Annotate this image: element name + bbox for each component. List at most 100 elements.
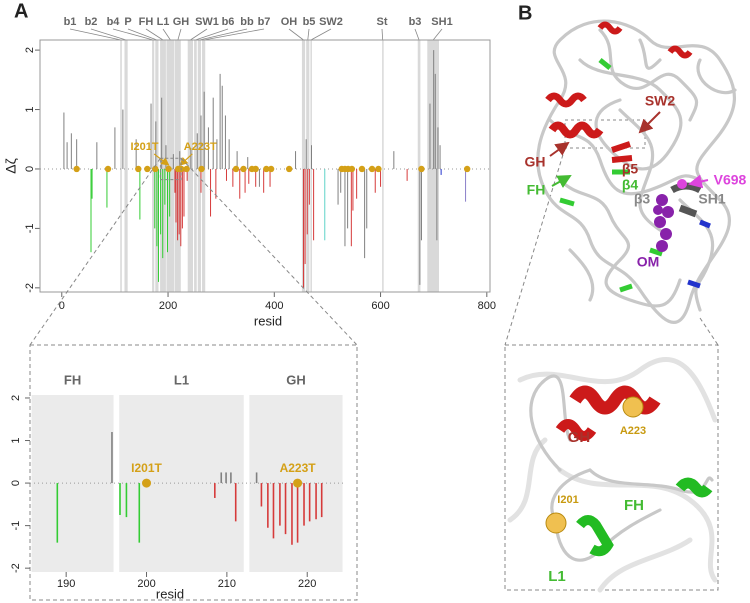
region — [155, 40, 159, 292]
mutation-marker — [135, 165, 142, 173]
mutation-marker — [152, 165, 159, 173]
y-tick-label: -1 — [10, 521, 22, 531]
region-label: GH — [286, 372, 306, 387]
zoom-label: L1 — [548, 568, 566, 585]
mutation-marker — [368, 165, 376, 173]
annotation: A223T — [280, 461, 317, 475]
y-tick-label: 0 — [10, 480, 22, 486]
region — [166, 40, 175, 292]
zoom-label: A223 — [620, 425, 646, 437]
x-tick-label: 800 — [478, 300, 496, 312]
mutation-marker — [144, 165, 151, 173]
v698 — [677, 179, 687, 189]
structure-label: SW2 — [645, 93, 676, 109]
region — [124, 40, 128, 292]
arrow — [688, 174, 709, 189]
mutation-marker — [463, 165, 471, 173]
fh-helix — [675, 477, 713, 498]
x-axis-label: resid — [156, 586, 184, 601]
annotation: I201T — [131, 461, 162, 475]
x-axis-label: resid — [254, 313, 282, 328]
sh1-helix — [670, 182, 702, 218]
zoom-connector — [29, 157, 161, 346]
x-tick-label: 400 — [265, 300, 283, 312]
region-connector — [177, 28, 182, 41]
structure-label: OM — [637, 254, 660, 270]
region — [119, 395, 244, 572]
x-tick-label: 220 — [298, 578, 316, 590]
helix — [545, 92, 587, 108]
region-connector — [307, 28, 310, 41]
zoom-label: FH — [624, 497, 644, 514]
plot-frame — [39, 39, 491, 293]
region-label: P — [124, 16, 131, 28]
zoom-frame — [29, 344, 358, 601]
helix — [597, 21, 623, 35]
gh-helix — [555, 419, 597, 441]
mutation-marker — [104, 165, 112, 173]
y-tick-label: 0 — [24, 166, 36, 172]
mutation-marker — [293, 478, 303, 488]
helix — [548, 121, 604, 139]
region-connector — [414, 28, 420, 41]
l1-loop — [576, 515, 614, 557]
region — [197, 40, 201, 292]
region-label: SH1 — [431, 16, 452, 28]
x-tick-label: 200 — [159, 300, 177, 312]
x-tick-label: 0 — [59, 300, 65, 312]
zoom-connector — [504, 147, 566, 346]
y-tick-label: -2 — [24, 283, 36, 293]
strand — [687, 219, 711, 289]
region-label: OH — [281, 16, 298, 28]
region-connector — [195, 28, 229, 41]
mutation-marker — [165, 165, 172, 173]
region-connector — [112, 28, 154, 41]
region-label: SW2 — [319, 16, 343, 28]
y-tick-label: 2 — [24, 47, 36, 53]
region-label: FH — [64, 372, 81, 387]
mutation-marker — [198, 165, 205, 173]
zoom-box — [159, 157, 182, 181]
region-label: GH — [173, 16, 190, 28]
mutation-marker — [183, 165, 190, 173]
region-connector — [203, 28, 265, 41]
structure-label: β5 — [622, 161, 639, 177]
region-label: bb — [240, 16, 254, 28]
region — [427, 40, 439, 292]
structure-label: β4 — [622, 177, 639, 193]
backbone — [618, 108, 662, 232]
region-connector — [381, 28, 384, 41]
mutation-marker — [348, 165, 356, 173]
backbone — [678, 198, 715, 312]
region-connector — [90, 28, 127, 41]
annotation: I201T — [131, 141, 159, 153]
region-label: b4 — [107, 16, 121, 28]
structure-label: FH — [527, 182, 546, 198]
annotation-arrow — [153, 153, 170, 166]
mutation-marker — [418, 165, 425, 173]
region-connector — [162, 28, 171, 41]
mutation-marker — [252, 165, 259, 173]
protein-structure — [536, 19, 737, 324]
structure-label: SH1 — [698, 191, 725, 207]
backbone — [529, 374, 714, 562]
region — [382, 40, 384, 292]
y-tick-label: 1 — [10, 437, 22, 443]
region-label: L1 — [174, 372, 189, 387]
region-connector — [190, 28, 208, 41]
y-tick-label: 1 — [24, 106, 36, 112]
helix — [667, 45, 693, 59]
region-label: b6 — [222, 16, 235, 28]
annotation: A223T — [184, 141, 217, 153]
zoom-label: I201 — [557, 494, 578, 506]
region-connector — [432, 28, 443, 41]
x-tick-label: 600 — [371, 300, 389, 312]
y-tick-label: 2 — [10, 395, 22, 401]
arrow — [638, 111, 661, 134]
annotation-arrow — [179, 153, 193, 166]
region-connector — [288, 28, 304, 41]
region — [194, 40, 197, 292]
mutation-marker — [285, 165, 293, 173]
